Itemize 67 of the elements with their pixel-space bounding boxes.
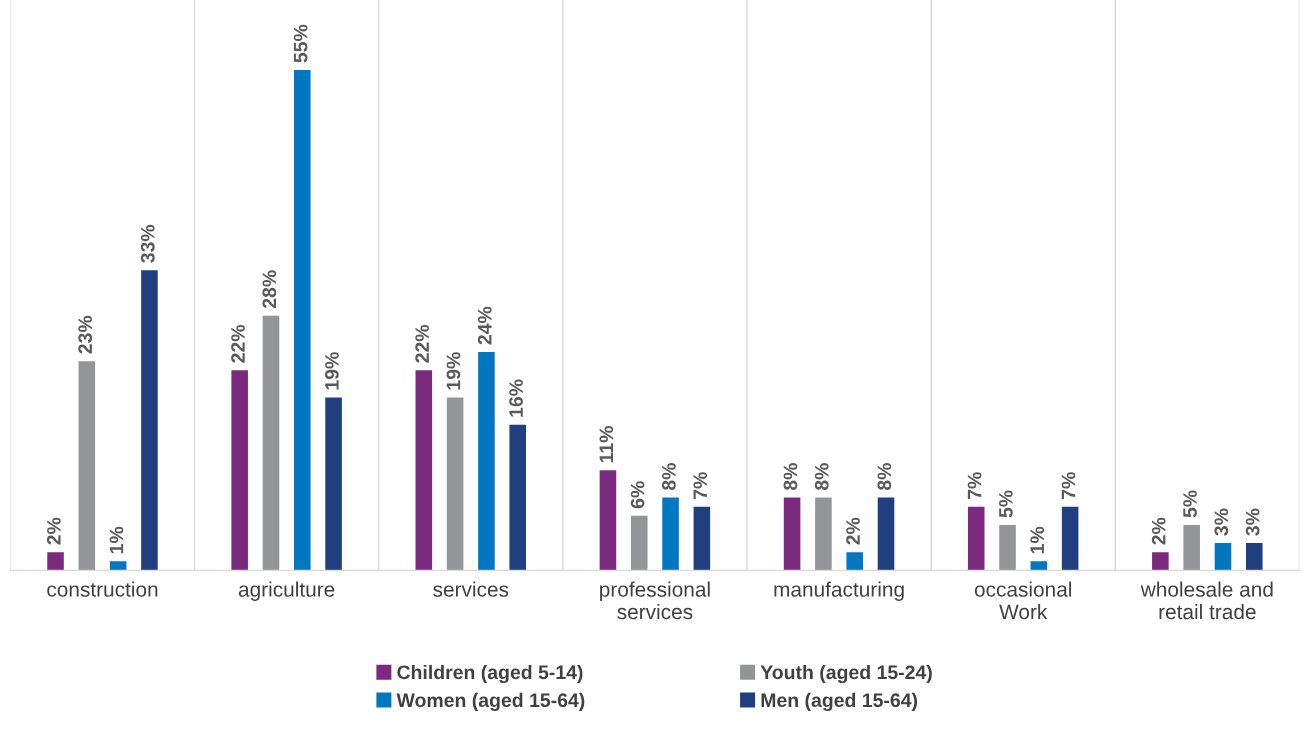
x-tick-label: services	[433, 581, 509, 597]
bar	[141, 270, 158, 571]
bar	[78, 361, 96, 571]
data-label: 7%	[693, 472, 708, 499]
legend-label: Children (aged 5-14)	[397, 664, 583, 684]
data-label: 33%	[140, 224, 155, 263]
data-label: 8%	[814, 463, 829, 491]
x-tick-label: wholesale and retail trade	[1140, 581, 1273, 620]
x-tick-label: construction	[47, 581, 158, 597]
bar	[815, 497, 832, 571]
data-label: 22%	[415, 324, 429, 363]
bar	[262, 315, 280, 571]
bar	[478, 352, 495, 571]
bar	[1246, 543, 1263, 571]
bar	[509, 424, 527, 571]
data-label: 7%	[967, 472, 982, 499]
bar	[47, 552, 64, 571]
bar	[999, 524, 1016, 571]
bar	[109, 561, 127, 571]
bar	[1183, 524, 1200, 571]
data-label: 2%	[846, 517, 860, 545]
bar	[293, 70, 311, 571]
bar	[630, 515, 648, 571]
data-label: 5%	[1183, 490, 1197, 518]
legend-label: Women (aged 15-64)	[396, 692, 585, 712]
data-label: 55%	[293, 24, 308, 63]
data-label: 11%	[599, 426, 614, 463]
bar	[846, 552, 863, 571]
data-label: 7%	[1061, 472, 1076, 499]
data-label: 8%	[783, 463, 798, 491]
data-label: 1%	[1030, 526, 1045, 554]
bar	[1214, 543, 1232, 571]
data-label: 23%	[78, 315, 93, 354]
data-label: 22%	[231, 324, 245, 363]
bar	[446, 397, 464, 571]
x-tick-label: professional services	[600, 581, 710, 620]
bar	[415, 370, 433, 571]
bar	[967, 506, 985, 571]
bar	[783, 497, 801, 571]
data-label: 5%	[999, 490, 1013, 518]
data-label: 16%	[509, 379, 523, 417]
data-label: 8%	[662, 463, 676, 491]
data-label: 8%	[877, 463, 892, 491]
data-label: 2%	[1151, 517, 1166, 545]
x-tick-label: occasional Work	[974, 581, 1072, 620]
data-label: 28%	[262, 270, 277, 309]
bar	[325, 397, 342, 571]
bar	[1030, 561, 1048, 571]
bar	[693, 506, 711, 571]
legend-label: Youth (aged 15-24)	[760, 664, 932, 684]
data-label: 1%	[109, 526, 124, 554]
data-label: 2%	[46, 517, 61, 545]
bar	[1061, 506, 1079, 571]
bar	[662, 497, 679, 571]
data-label: 3%	[1245, 508, 1260, 536]
legend-label: Men (aged 15-64)	[761, 692, 918, 712]
data-label: 24%	[477, 306, 492, 345]
data-label: 3%	[1214, 508, 1229, 536]
data-label: 19%	[325, 352, 339, 390]
x-tick-label: manufacturing	[774, 581, 904, 601]
data-label: 19%	[446, 352, 461, 390]
x-tick-label: agriculture	[238, 581, 335, 601]
data-label: 6%	[630, 481, 645, 509]
bar	[231, 370, 248, 571]
bar	[1152, 552, 1169, 571]
bar	[599, 470, 617, 571]
bar	[877, 497, 895, 571]
